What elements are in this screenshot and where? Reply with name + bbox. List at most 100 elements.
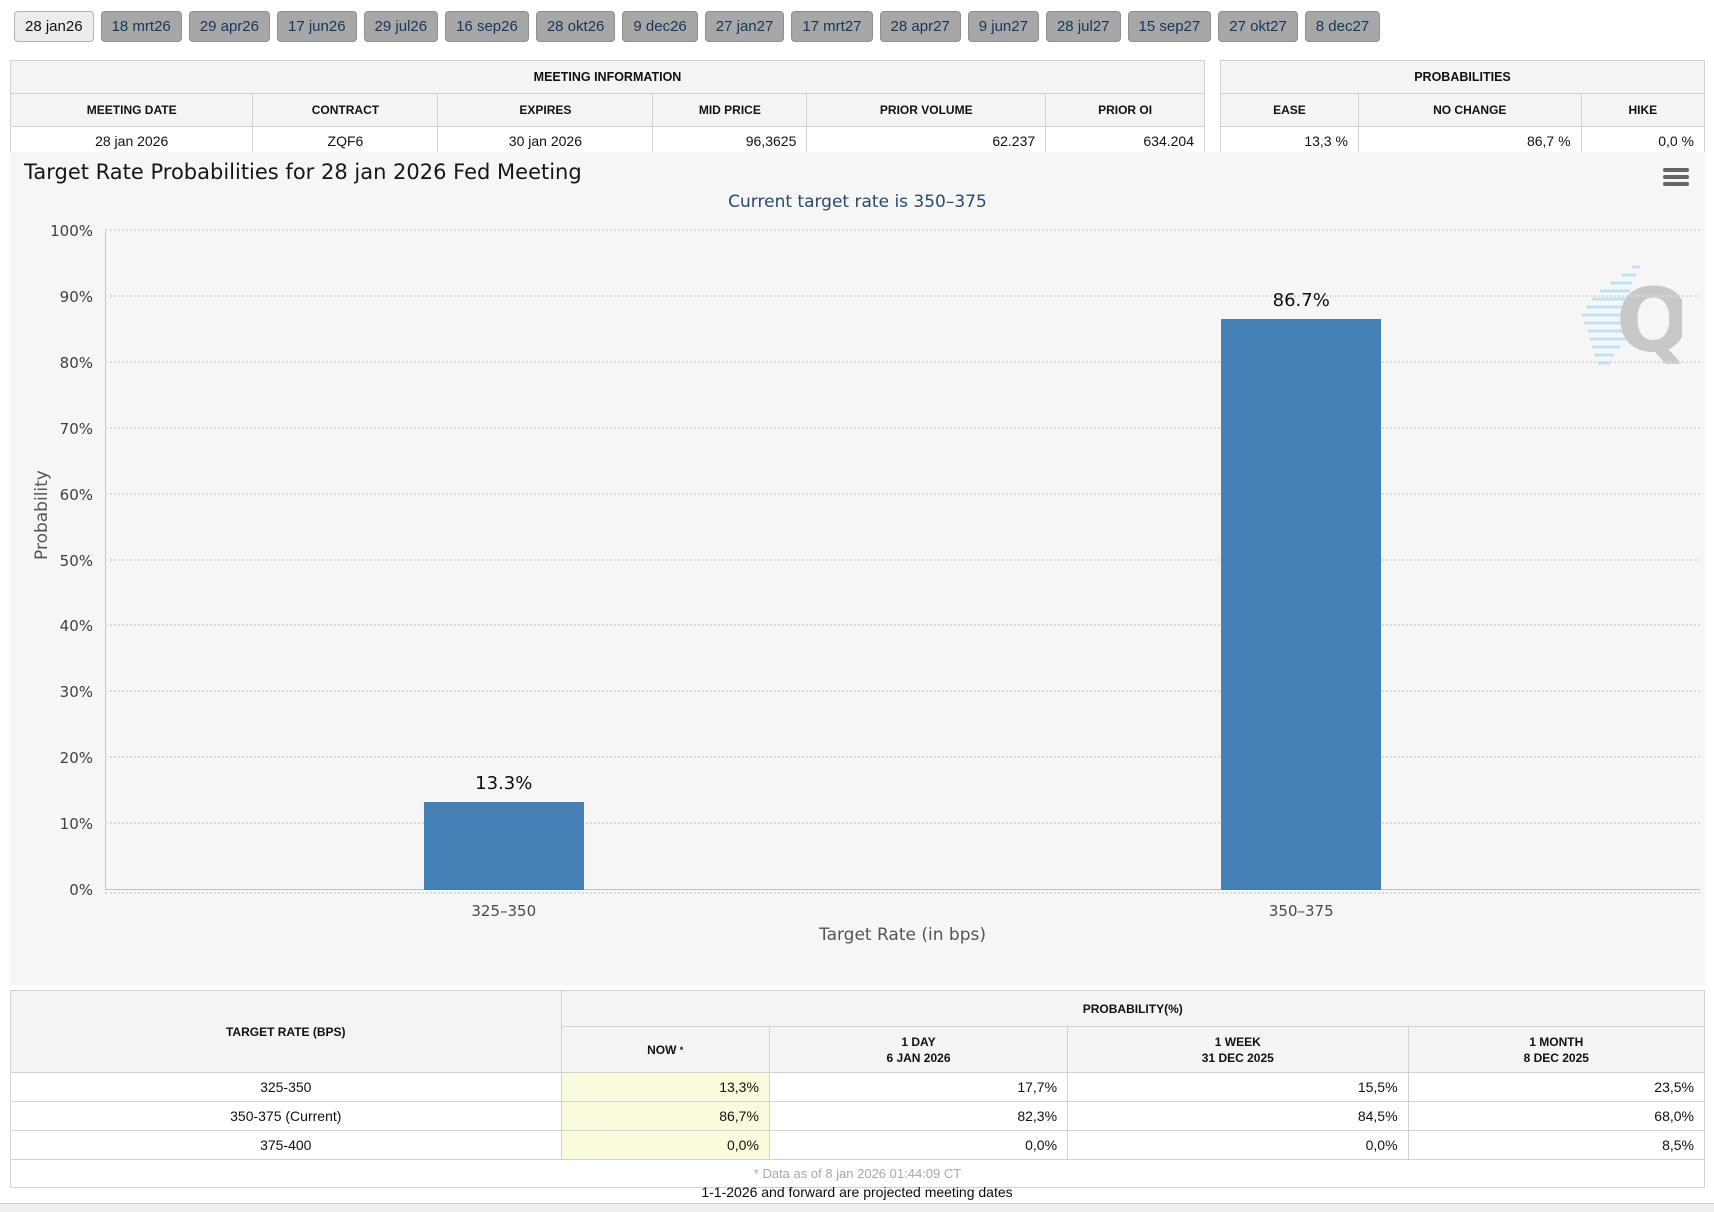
meeting-info-data-row: 28 jan 2026 ZQF6 30 jan 2026 96,3625 62.237 6… <box>9 126 1205 156</box>
meeting-tab[interactable]: 28 okt26 <box>535 11 616 42</box>
meeting-tab[interactable]: 9 dec26 <box>622 11 698 42</box>
chart-title: Target Rate Probabilities for 28 jan 202… <box>24 160 582 184</box>
period-probability-cell: 82,3% <box>768 1101 1069 1131</box>
period-probability-cell: 17,7% <box>768 1072 1069 1102</box>
probability-row: 375-400 0,0% 0,0% 0,0% 8,5% <box>10 1130 1706 1160</box>
meeting-tab[interactable]: 18 mrt26 <box>100 11 182 42</box>
probability-bar[interactable] <box>1221 318 1382 890</box>
probabilities-column-header: HIKE <box>1580 93 1706 127</box>
y-gridline <box>105 822 1700 825</box>
watermark-letter: Q <box>1616 269 1682 371</box>
y-gridline <box>105 360 1700 363</box>
period-date: 8 DEC 2025 <box>1523 1050 1589 1065</box>
watermark-hatch <box>1582 265 1640 365</box>
y-gridline <box>105 426 1700 429</box>
probabilities-table: PROBABILITIES EASE NO CHANGE HIKE 13,3 % 86… <box>1220 60 1706 156</box>
probability-history-table: TARGET RATE (BPS) PROBABILITY(%) NOW * 1… <box>10 990 1706 1188</box>
period-probability-cell: 0,0% <box>768 1130 1069 1160</box>
y-axis-tick-label: 80% <box>59 353 93 372</box>
meeting-tab[interactable]: 15 sep27 <box>1127 11 1212 42</box>
period-name: 1 DAY <box>901 1034 936 1049</box>
target-rate-cell: 350-375 (Current) <box>10 1101 562 1131</box>
meeting-tab[interactable]: 9 jun27 <box>967 11 1039 42</box>
meeting-tab[interactable]: 17 mrt27 <box>791 11 873 42</box>
y-axis-tick-label: 60% <box>59 485 93 504</box>
meeting-tab[interactable]: 27 jan27 <box>704 11 785 42</box>
meeting-tab[interactable]: 16 sep26 <box>445 11 529 42</box>
now-probability-cell: 0,0% <box>560 1130 770 1160</box>
meeting-info-column-header: PRIOR OI <box>1045 93 1205 127</box>
meeting-tab[interactable]: 8 dec27 <box>1304 11 1381 42</box>
x-axis-tick-label: 325–350 <box>471 902 537 920</box>
y-gridline <box>105 558 1700 561</box>
probabilities-data-row: 13,3 % 86,7 % 0,0 % <box>1220 126 1706 156</box>
probability-row: 350-375 (Current) 86,7% 82,3% 84,5% 68,0% <box>10 1101 1706 1131</box>
meeting-tab[interactable]: 28 jan26 <box>14 11 94 42</box>
period-header-row: NOW * 1 DAY 6 JAN 2026 1 WEEK 31 DEC 2025 1 … <box>11 1026 1706 1073</box>
probability-bar[interactable] <box>423 802 584 890</box>
meeting-info-value: 62.237 <box>806 126 1047 156</box>
meeting-tab[interactable]: 28 apr27 <box>879 11 961 42</box>
probabilities-column-header: NO CHANGE <box>1357 93 1582 127</box>
period-probability-cell: 84,5% <box>1067 1101 1409 1131</box>
probabilities-value: 0,0 % <box>1580 126 1706 156</box>
meeting-info-column-header: MID PRICE <box>652 93 808 127</box>
y-gridline <box>105 756 1700 759</box>
now-probability-cell: 13,3% <box>560 1072 770 1102</box>
period-name: 1 WEEK <box>1214 1034 1261 1049</box>
y-axis-tick-label: 30% <box>59 683 93 702</box>
meeting-tab[interactable]: 29 apr26 <box>188 11 270 42</box>
chart-panel: Target Rate Probabilities for 28 jan 202… <box>10 152 1705 985</box>
meeting-info-table: MEETING INFORMATION MEETING DATE CONTRACT… <box>9 60 1205 156</box>
now-header: NOW * <box>560 1026 770 1073</box>
period-probability-cell: 23,5% <box>1407 1072 1706 1102</box>
watermark-logo: Q <box>1570 259 1691 375</box>
probabilities-column-header: EASE <box>1220 93 1359 127</box>
bottom-strip <box>0 1203 1714 1212</box>
probabilities-value: 13,3 % <box>1220 126 1359 156</box>
meeting-info-title: MEETING INFORMATION <box>10 60 1205 94</box>
target-rate-cell: 325-350 <box>10 1072 562 1102</box>
period-probability-cell: 15,5% <box>1067 1072 1409 1102</box>
meeting-tabs: 28 jan26 18 mrt26 29 apr26 17 jun26 29 jul26… <box>14 11 1381 42</box>
meeting-info-column-header: EXPIRES <box>437 93 654 127</box>
meeting-info-value: 28 jan 2026 <box>9 126 254 156</box>
meeting-tab[interactable]: 17 jun26 <box>276 11 357 42</box>
bar-value-label: 86.7% <box>1272 289 1330 311</box>
meeting-tab[interactable]: 27 okt27 <box>1218 11 1298 42</box>
meeting-tab[interactable]: 28 jul27 <box>1045 11 1121 42</box>
meeting-info-value: 634.204 <box>1045 126 1205 156</box>
period-name: 1 MONTH <box>1529 1034 1584 1049</box>
data-as-of-footnote: * Data as of 8 jan 2026 01:44:09 CT <box>10 1159 1705 1188</box>
probability-history-body: 325-350 13,3% 17,7% 15,5% 23,5% 350-375 (Curr… <box>10 1072 1706 1160</box>
footnote-asterisk: * <box>679 1044 684 1055</box>
bar-value-label: 13.3% <box>475 773 533 795</box>
period-probability-cell: 0,0% <box>1067 1130 1409 1160</box>
period-column-header: 1 DAY 6 JAN 2026 <box>768 1026 1069 1073</box>
y-gridline <box>105 492 1700 495</box>
y-axis-tick-label: 10% <box>59 815 93 834</box>
x-axis-tick-label: 350–375 <box>1268 902 1334 920</box>
meeting-info-header-row: MEETING DATE CONTRACT EXPIRES MID PRICE PRIO… <box>9 93 1205 127</box>
plot-area: Q 0% 10% 20% 30% 40% 50% 60% 70% 80% 90% 100% 13.3%… <box>50 222 1700 920</box>
top-tables: MEETING INFORMATION MEETING DATE CONTRACT… <box>9 60 1706 156</box>
meeting-info-column-header: MEETING DATE <box>9 93 254 127</box>
probability-group-header: PROBABILITY(%) <box>560 990 1706 1027</box>
y-axis-tick-label: 0% <box>69 881 93 899</box>
y-axis-tick-label: 40% <box>59 617 93 636</box>
period-probability-cell: 68,0% <box>1407 1101 1706 1131</box>
x-axis-minor-ticks <box>105 892 1700 894</box>
target-rate-cell: 375-400 <box>10 1130 562 1160</box>
target-rate-header: TARGET RATE (BPS) <box>10 990 562 1073</box>
meeting-tab[interactable]: 29 jul26 <box>363 11 439 42</box>
probabilities-header-row: EASE NO CHANGE HIKE <box>1220 93 1706 127</box>
hamburger-menu-icon[interactable] <box>1663 168 1689 189</box>
meeting-info-column-header: PRIOR VOLUME <box>806 93 1047 127</box>
y-axis-tick-label: 70% <box>59 419 93 438</box>
y-axis-tick-label: 20% <box>59 749 93 768</box>
meeting-info-value: ZQF6 <box>252 126 439 156</box>
y-axis-tick-label: 100% <box>50 222 93 240</box>
meeting-info-value: 96,3625 <box>652 126 808 156</box>
x-axis-title: Target Rate (in bps) <box>819 925 986 945</box>
probabilities-value: 86,7 % <box>1357 126 1582 156</box>
